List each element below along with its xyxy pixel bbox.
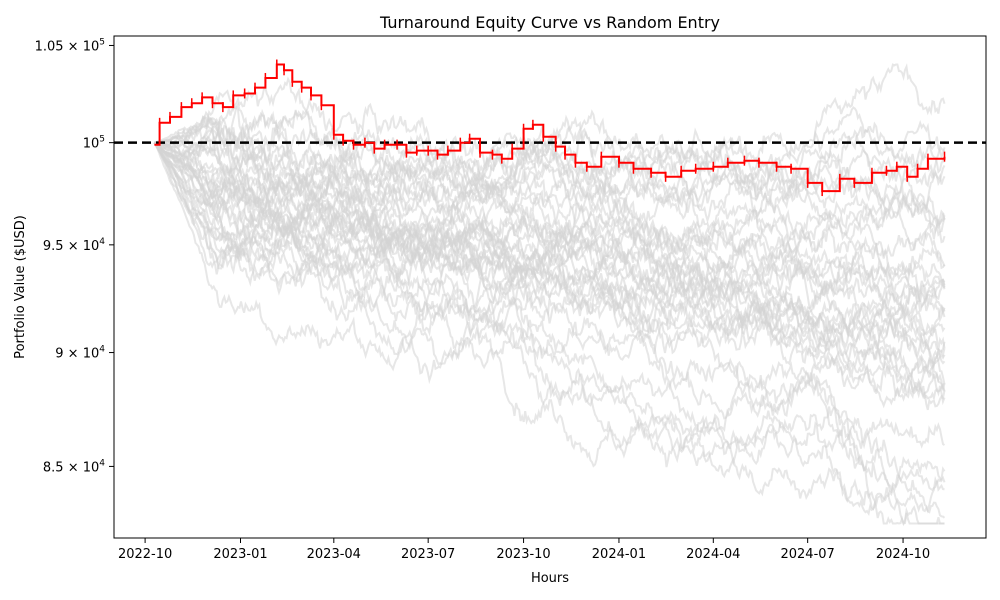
x-axis-label: Hours	[531, 571, 569, 586]
y-tick-label: 1.05 × 105	[35, 37, 105, 54]
random-entry-line	[154, 97, 946, 254]
y-tick-label: 105	[83, 135, 105, 152]
random-entry-line	[153, 142, 946, 350]
random-entry-line	[153, 142, 946, 468]
random-entry-line	[153, 141, 946, 274]
y-tick-label: 9 × 104	[55, 345, 105, 362]
x-tick-label: 2023-10	[496, 547, 550, 562]
axes-frame	[113, 35, 987, 539]
x-tick-label: 2022-10	[118, 547, 172, 562]
x-tick-label: 2024-07	[780, 547, 834, 562]
random-entry-line	[153, 142, 945, 525]
y-axis-label: Portfolio Value ($USD)	[13, 215, 28, 359]
x-tick-label: 2023-01	[213, 547, 267, 562]
random-entry-line	[154, 136, 945, 494]
y-tick-label: 8.5 × 104	[43, 458, 105, 475]
random-entry-line	[153, 127, 946, 216]
y-axis-ticks: 8.5 × 104 9 × 104 9.5 × 104 105 1.05 × 105	[35, 37, 114, 475]
turnaround-series	[154, 59, 946, 197]
random-entry-line	[154, 110, 946, 318]
random-entry-line	[154, 124, 946, 355]
random-entry-line	[153, 142, 946, 514]
x-tick-label: 2024-10	[876, 547, 930, 562]
random-entry-series	[153, 63, 946, 527]
random-entry-line	[153, 142, 945, 527]
random-entry-line	[153, 142, 946, 351]
x-tick-label: 2024-01	[592, 547, 646, 562]
x-tick-label: 2024-04	[686, 547, 740, 562]
x-tick-label: 2023-04	[307, 547, 361, 562]
random-entry-line	[154, 135, 946, 393]
chart-title: Turnaround Equity Curve vs Random Entry	[379, 13, 720, 32]
random-entry-line	[153, 141, 946, 406]
random-entry-line	[153, 142, 946, 390]
random-entry-line	[154, 105, 946, 519]
x-tick-label: 2023-07	[401, 547, 455, 562]
y-tick-label: 9.5 × 104	[43, 237, 105, 254]
x-axis-ticks: 2022-10 2023-01 2023-04 2023-07 2023-10 2024-…	[118, 538, 930, 562]
